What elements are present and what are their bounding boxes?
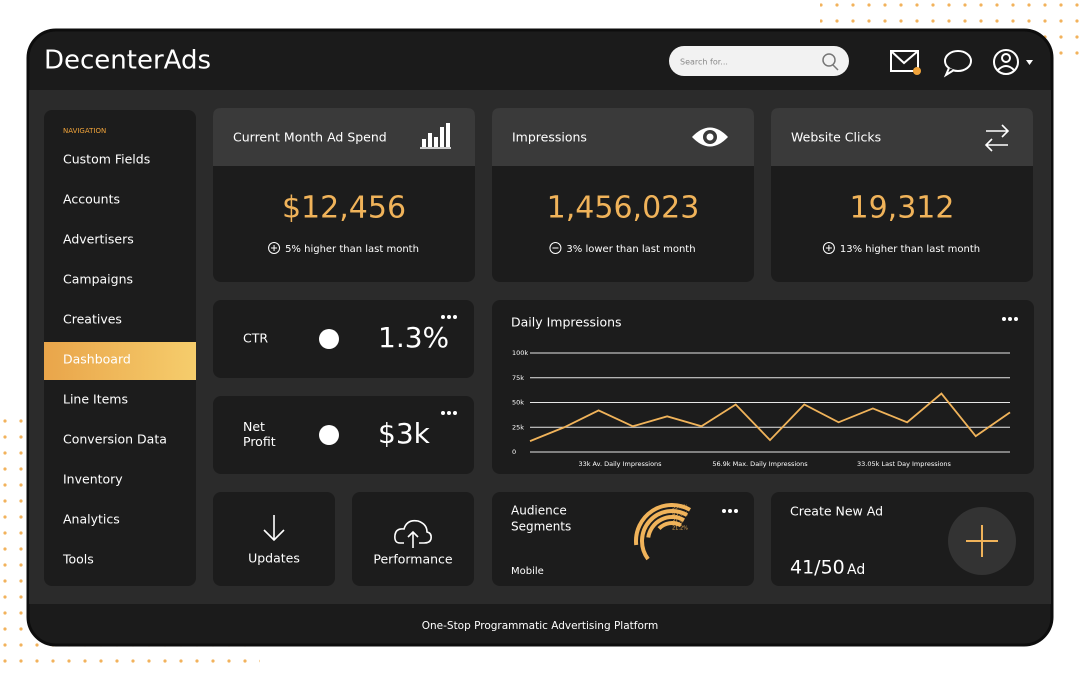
change-icon bbox=[822, 242, 835, 254]
stat-change: 5% higher than last month bbox=[285, 244, 419, 255]
chart-title: Daily Impressions bbox=[511, 315, 622, 330]
kpi-value: 1.3% bbox=[378, 321, 449, 354]
nav-item[interactable]: Campaigns bbox=[63, 272, 133, 287]
kpi-card bbox=[213, 300, 474, 378]
more-menu[interactable] bbox=[441, 315, 445, 319]
mail-icon[interactable] bbox=[890, 50, 921, 75]
stat-card-header bbox=[213, 108, 475, 166]
brand: DecenterAds bbox=[44, 46, 211, 76]
nav-item[interactable]: Custom Fields bbox=[63, 152, 150, 167]
kpi-value: $3k bbox=[378, 417, 431, 450]
user-icon[interactable] bbox=[993, 49, 1033, 75]
segment-label: 43.6% bbox=[672, 512, 688, 518]
kpi-label: Net bbox=[243, 419, 265, 434]
y-tick-label: 25k bbox=[512, 423, 524, 431]
segment-label: 31% bbox=[672, 519, 683, 525]
nav-item[interactable]: Creatives bbox=[63, 312, 122, 327]
kpi-label: CTR bbox=[243, 331, 268, 346]
more-menu[interactable] bbox=[722, 509, 738, 513]
shortcut-label: Performance bbox=[373, 552, 453, 567]
chat-icon[interactable] bbox=[943, 50, 972, 78]
search-box[interactable] bbox=[669, 46, 849, 76]
more-menu[interactable] bbox=[447, 315, 451, 319]
download-icon bbox=[263, 515, 285, 542]
stat-value: 19,312 bbox=[850, 191, 955, 226]
segment-ring bbox=[646, 515, 685, 538]
kpi-card bbox=[213, 396, 474, 474]
nav-item[interactable]: Advertisers bbox=[63, 232, 134, 247]
bar-icon bbox=[446, 123, 450, 147]
nav-item[interactable]: Line Items bbox=[63, 392, 128, 407]
search-icon bbox=[822, 53, 836, 67]
segment-ring bbox=[634, 503, 691, 546]
kpi-dot bbox=[319, 329, 339, 349]
stat-title: Website Clicks bbox=[791, 130, 881, 145]
eye-icon bbox=[706, 133, 714, 141]
y-tick-label: 0 bbox=[512, 448, 516, 456]
bar-icon bbox=[428, 133, 432, 147]
segment-ring bbox=[657, 521, 682, 531]
plus-icon bbox=[966, 525, 998, 557]
ad-unit: Ad bbox=[847, 562, 865, 578]
stat-title: Current Month Ad Spend bbox=[233, 130, 387, 145]
nav-item[interactable]: Conversion Data bbox=[63, 432, 167, 447]
stat-change: 13% higher than last month bbox=[840, 244, 980, 255]
change-icon bbox=[549, 242, 562, 254]
more-menu[interactable] bbox=[453, 315, 457, 319]
segment-label: 35.1% bbox=[672, 505, 688, 511]
segment-label: 21.2% bbox=[672, 526, 688, 532]
more-menu[interactable] bbox=[447, 411, 451, 415]
swap-icon bbox=[984, 124, 1010, 152]
stat-value: $12,456 bbox=[282, 191, 406, 226]
y-tick-label: 100k bbox=[512, 349, 528, 357]
kpi-dot bbox=[319, 425, 339, 445]
nav-item[interactable]: Dashboard bbox=[63, 352, 131, 367]
shortcut-label: Updates bbox=[248, 551, 300, 566]
search-icon bbox=[832, 64, 839, 71]
upload-icon bbox=[394, 519, 432, 548]
line-series bbox=[529, 392, 1011, 442]
stat-card-header bbox=[771, 108, 1033, 166]
stat-title: Impressions bbox=[512, 130, 587, 145]
create-title: Create New Ad bbox=[790, 504, 883, 519]
segments-card bbox=[492, 492, 754, 586]
footer: One-Stop Programmatic Advertising Platfo… bbox=[422, 620, 659, 632]
kpi-label: Profit bbox=[243, 434, 276, 449]
nav-item[interactable]: Accounts bbox=[63, 192, 120, 207]
nav-heading: NAVIGATION bbox=[63, 127, 106, 135]
more-menu[interactable] bbox=[441, 411, 445, 415]
segments-subtitle: Mobile bbox=[511, 566, 544, 577]
chart-annotation: 56.9k Max. Daily Impressions bbox=[712, 460, 808, 468]
segments-title: Audience bbox=[511, 504, 567, 518]
nav-item[interactable]: Analytics bbox=[63, 512, 120, 527]
stat-change: 3% lower than last month bbox=[566, 244, 695, 255]
nav-highlight bbox=[44, 342, 196, 380]
chart-annotation: 33.05k Last Day Impressions bbox=[857, 460, 952, 468]
nav-item[interactable]: Tools bbox=[62, 552, 94, 567]
segment-ring bbox=[640, 509, 688, 561]
bar-icon bbox=[434, 137, 438, 147]
stat-card-header bbox=[492, 108, 754, 166]
nav-item[interactable]: Inventory bbox=[63, 472, 123, 487]
bar-icon bbox=[422, 139, 426, 147]
change-icon bbox=[268, 242, 281, 254]
bar-icon bbox=[440, 127, 444, 147]
more-menu[interactable] bbox=[453, 411, 457, 415]
y-tick-label: 75k bbox=[512, 374, 524, 382]
search-placeholder: Search for... bbox=[680, 58, 728, 67]
chart-card bbox=[492, 300, 1034, 474]
segments-title: Segments bbox=[511, 520, 571, 534]
more-menu[interactable] bbox=[1002, 317, 1018, 321]
stat-value: 1,456,023 bbox=[547, 191, 700, 226]
chart-annotation: 33k Av. Daily Impressions bbox=[578, 460, 662, 468]
ad-count: 41/50 bbox=[790, 557, 845, 579]
y-tick-label: 50k bbox=[512, 399, 524, 407]
